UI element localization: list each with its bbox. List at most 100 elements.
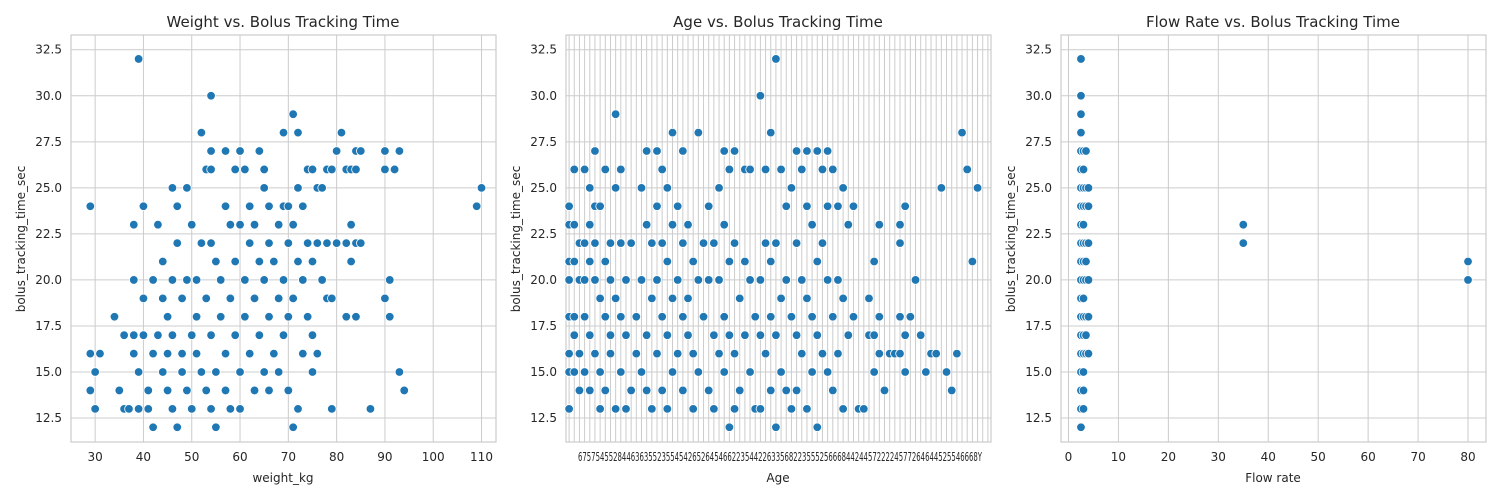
data-point <box>1081 146 1091 156</box>
data-point <box>1076 54 1086 64</box>
data-point <box>931 348 941 359</box>
data-point <box>828 312 838 322</box>
data-point <box>735 385 745 396</box>
data-point <box>719 219 729 230</box>
data-point <box>187 330 197 340</box>
data-point <box>148 422 158 432</box>
data-point <box>812 146 822 156</box>
data-point <box>172 238 182 248</box>
data-point <box>652 348 662 359</box>
y-tick-label: 12.5 <box>35 411 62 425</box>
data-point <box>616 367 626 377</box>
data-point <box>869 367 879 377</box>
data-point <box>605 348 616 359</box>
data-point <box>647 293 657 304</box>
data-point <box>657 238 667 248</box>
data-point <box>182 183 192 193</box>
data-point <box>230 256 240 267</box>
data-point <box>1078 164 1089 175</box>
y-tick-label: 17.5 <box>1025 319 1052 333</box>
data-point <box>755 330 766 340</box>
panel-age: Age vs. Bolus Tracking Time 12.5 15.0 17.5… <box>509 13 992 485</box>
data-point <box>729 348 740 359</box>
data-point <box>786 312 797 322</box>
data-point <box>1081 330 1091 340</box>
data-point <box>947 385 957 396</box>
data-point <box>797 348 807 359</box>
data-point <box>1238 238 1248 248</box>
data-point <box>90 367 100 377</box>
data-point <box>1083 312 1094 322</box>
data-point <box>802 404 812 414</box>
data-point <box>471 201 482 211</box>
data-point <box>129 219 139 230</box>
data-point <box>269 256 279 267</box>
data-point <box>838 404 848 414</box>
data-point <box>162 385 173 396</box>
data-point <box>273 293 284 304</box>
data-point <box>740 330 750 340</box>
x-tick-label: 30 <box>88 450 103 464</box>
panel-flow-title: Flow Rate vs. Bolus Tracking Time <box>1146 13 1400 31</box>
data-point <box>158 367 168 377</box>
data-point <box>848 201 859 211</box>
data-point <box>600 312 610 322</box>
data-point <box>667 127 678 138</box>
data-point <box>264 201 274 211</box>
data-point <box>755 275 766 285</box>
data-point <box>385 275 395 285</box>
y-tick-label: 25.0 <box>1025 181 1052 195</box>
data-point <box>259 164 269 175</box>
data-point <box>109 312 120 322</box>
data-point <box>652 146 662 156</box>
data-point <box>162 312 173 322</box>
data-point <box>678 312 688 322</box>
data-point <box>740 256 750 267</box>
panel-flow-ticks: 0 10 20 30 40 50 60 70 80 12.5 15.0 17.5 20.0 22.5 25.… <box>1025 43 1475 464</box>
data-point <box>380 164 390 175</box>
data-point <box>574 348 585 359</box>
data-point <box>167 330 178 340</box>
data-point <box>264 312 274 322</box>
data-point <box>579 275 590 285</box>
data-point <box>124 404 134 414</box>
y-tick-label: 12.5 <box>530 411 557 425</box>
data-point <box>724 256 735 267</box>
data-point <box>766 385 776 396</box>
data-point <box>714 275 724 285</box>
data-point <box>158 256 168 267</box>
panel-weight-ticks: 30 40 50 60 70 80 90 100 110 12.5 15.0 17.5 20.0 22.5… <box>35 43 493 464</box>
data-point <box>172 201 182 211</box>
data-point <box>900 201 910 211</box>
data-point <box>172 422 182 432</box>
data-point <box>600 385 610 396</box>
data-point <box>760 238 771 248</box>
data-point <box>569 256 579 267</box>
data-point <box>162 348 173 359</box>
data-point <box>235 146 245 156</box>
data-point <box>729 146 740 156</box>
data-point <box>191 348 202 359</box>
data-point <box>564 201 574 211</box>
data-point <box>910 275 921 285</box>
data-point <box>791 238 802 248</box>
data-point <box>590 146 600 156</box>
data-point <box>791 385 802 396</box>
data-point <box>394 146 405 156</box>
data-point <box>129 348 139 359</box>
data-point <box>182 275 192 285</box>
data-point <box>745 164 755 175</box>
data-point <box>235 219 245 230</box>
data-point <box>158 293 168 304</box>
data-point <box>900 330 910 340</box>
data-point <box>760 164 771 175</box>
data-point <box>941 367 952 377</box>
data-point <box>709 330 719 340</box>
data-point <box>641 146 652 156</box>
data-point <box>652 275 662 285</box>
data-point <box>1078 404 1089 414</box>
data-point <box>869 256 879 267</box>
data-point <box>1083 238 1094 248</box>
data-point <box>874 312 885 322</box>
data-point <box>641 219 652 230</box>
